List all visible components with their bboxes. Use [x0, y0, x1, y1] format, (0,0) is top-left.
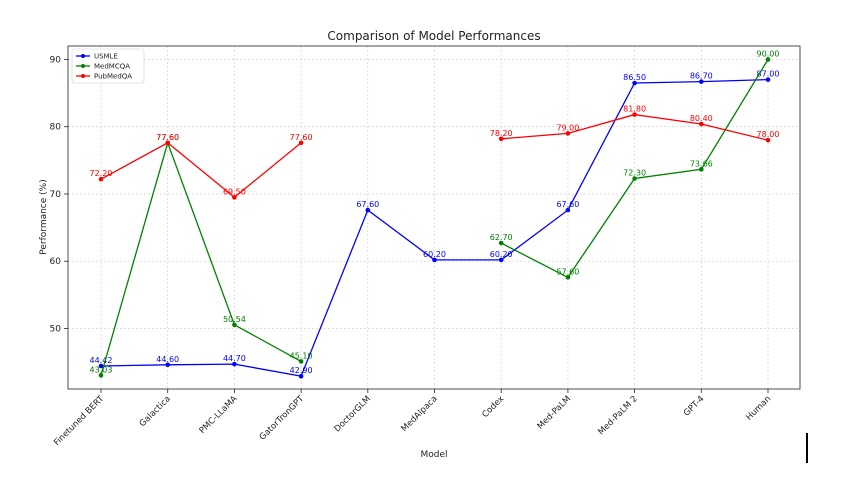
data-label: 57.60 [556, 267, 579, 276]
data-point [565, 275, 571, 280]
grid-lines [68, 46, 800, 389]
data-point [765, 77, 771, 82]
chart-title: Comparison of Model Performances [327, 29, 540, 43]
x-tick-label: Codex [480, 394, 506, 420]
data-point [232, 195, 237, 200]
data-point [298, 140, 304, 146]
plot-frame [67, 45, 801, 390]
data-point [699, 167, 704, 172]
data-point [498, 257, 504, 263]
x-tick-label: GPT-4 [682, 394, 706, 418]
data-label: 86.70 [690, 72, 713, 81]
y-tick-label: 50 [50, 324, 62, 334]
series-line [100, 140, 302, 376]
data-point [165, 140, 170, 146]
data-label: 72.30 [623, 168, 646, 177]
data-point [98, 373, 104, 378]
data-point [165, 362, 170, 368]
legend-label: PubMedQA [94, 73, 132, 81]
x-tick-label: DoctorGLM [333, 394, 373, 434]
x-tick-label: MedAlpaca [400, 394, 440, 434]
y-axis: 50 60 70 80 90 [50, 55, 68, 334]
data-point [432, 257, 437, 263]
x-axis: Finetuned BERT Galactica PMC-LLaMA GatorTro… [52, 389, 773, 448]
x-tick-label: Finetuned BERT [52, 393, 107, 448]
x-tick-label: GatorTronGPT [258, 393, 307, 442]
data-label: 44.42 [90, 356, 113, 365]
data-label: 62.70 [490, 233, 513, 242]
data-label: 72.20 [90, 169, 113, 178]
data-point [298, 373, 304, 379]
legend: USMLE MedMCQA PubMedQA [71, 48, 145, 84]
data-point [298, 359, 304, 364]
data-point [98, 176, 104, 182]
data-point [498, 136, 504, 142]
data-point [632, 112, 637, 117]
legend-label: MedMCQA [94, 63, 130, 71]
legend-marker [81, 74, 85, 78]
data-point [565, 131, 571, 136]
data-label: 77.60 [156, 133, 179, 142]
data-point [232, 361, 237, 367]
x-tick-label: Med-PaLM [536, 394, 574, 432]
data-label: 81.80 [623, 105, 646, 114]
data-label: 60.20 [490, 250, 513, 259]
data-label: 78.00 [757, 130, 780, 139]
data-point [232, 322, 237, 328]
data-point [699, 79, 704, 84]
data-label: 44.70 [223, 354, 246, 363]
x-tick-label: Human [744, 394, 773, 423]
data-label: 80.40 [690, 114, 713, 123]
data-point [565, 207, 571, 213]
data-label: 42.90 [290, 366, 313, 375]
data-point [765, 137, 771, 143]
legend-marker [81, 64, 85, 68]
data-label: 67.60 [356, 200, 379, 209]
data-label: 86.50 [623, 73, 646, 82]
data-label: 78.20 [490, 129, 513, 138]
data-label: 79.00 [556, 123, 579, 132]
x-tick-label: Med-PaLM 2 [596, 394, 639, 437]
data-label: 73.66 [690, 159, 713, 168]
y-tick-label: 80 [50, 123, 62, 133]
legend-box [71, 48, 145, 84]
data-label: 77.60 [290, 133, 313, 142]
series-layer: 44.42 44.60 44.70 42.90 67.60 60.20 60.20 67.60… [90, 49, 780, 379]
legend-label: USMLE [94, 53, 118, 61]
data-label: 60.20 [423, 250, 446, 259]
data-label: 67.60 [556, 200, 579, 209]
x-tick-label: PMC-LLaMA [198, 394, 240, 436]
data-label: 87.00 [757, 70, 780, 79]
x-tick-label: Galactica [138, 394, 173, 429]
data-label: 69.50 [223, 187, 246, 196]
data-label: 45.10 [290, 351, 313, 360]
y-tick-label: 90 [50, 55, 62, 65]
data-label: 43.03 [90, 365, 113, 374]
data-label: 50.54 [223, 315, 246, 324]
y-tick-label: 60 [50, 257, 62, 267]
data-point [632, 80, 637, 86]
x-axis-label: Model [420, 450, 447, 460]
data-label: 90.00 [757, 49, 780, 58]
data-point [632, 176, 637, 181]
data-point [498, 240, 504, 246]
text-cursor [806, 433, 808, 463]
data-label: 44.60 [156, 355, 179, 364]
series-line [100, 142, 302, 199]
legend-marker [81, 54, 85, 58]
data-point [699, 121, 704, 127]
y-axis-label: Performance (%) [39, 179, 49, 254]
y-tick-label: 70 [50, 190, 62, 200]
data-point [98, 363, 104, 369]
data-label: 77.60 [156, 133, 179, 142]
data-point [765, 57, 771, 62]
data-point [365, 207, 371, 213]
